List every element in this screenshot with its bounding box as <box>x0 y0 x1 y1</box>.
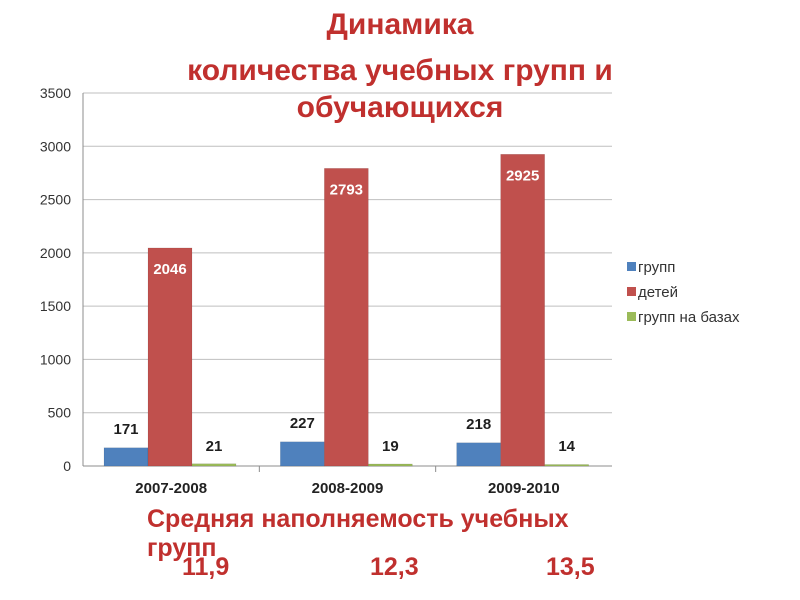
legend-label-1: групп <box>638 259 675 276</box>
bar-1-2009-2010 <box>456 442 501 467</box>
data-label: 21 <box>206 438 223 455</box>
x-category-label: 2008-2009 <box>312 480 384 497</box>
y-tick-label: 500 <box>48 405 72 421</box>
legend-label-3: групп на базах <box>638 309 740 326</box>
summary-value-2008-2009: 12,3 <box>370 553 419 581</box>
bar-1-2007-2008 <box>103 447 149 467</box>
chart-title-line-2: количества учебных групп и <box>187 54 613 87</box>
summary-caption: Средняя наполняемость учебных групп <box>147 505 569 562</box>
data-label: 19 <box>382 438 399 455</box>
summary-value-2009-2010: 13,5 <box>546 553 595 581</box>
y-tick-label: 2000 <box>40 245 71 261</box>
y-tick-label: 1000 <box>40 351 71 367</box>
bar-2-2008-2009 <box>324 168 369 467</box>
summary-value-2007-2008: 11,9 <box>182 553 230 581</box>
y-tick-label: 2500 <box>40 192 71 208</box>
data-label: 2046 <box>153 261 186 278</box>
bars <box>103 154 589 467</box>
data-label: 218 <box>466 416 491 433</box>
data-label: 14 <box>558 438 575 455</box>
legend-swatch-2 <box>627 287 636 296</box>
data-label: 2925 <box>506 167 539 184</box>
y-tick-label: 3500 <box>40 85 71 101</box>
data-labels: 171 2046 21 227 2793 19 218 2925 14 <box>113 167 575 455</box>
legend: групп детей групп на базах <box>627 259 740 326</box>
data-label: 227 <box>290 415 315 432</box>
bar-3-2008-2009 <box>368 463 413 467</box>
legend-label-2: детей <box>638 284 678 301</box>
data-label: 171 <box>113 421 138 438</box>
legend-swatch-1 <box>627 262 636 271</box>
bar-2-2007-2008 <box>147 247 193 467</box>
bar-1-2008-2009 <box>280 441 325 467</box>
y-tick-label: 3000 <box>40 138 71 154</box>
x-category-label: 2009-2010 <box>488 480 560 497</box>
axes: 0 500 1000 1500 2000 2500 3000 3500 2007-2008 200… <box>40 85 612 497</box>
y-tick-label: 1500 <box>40 298 71 314</box>
legend-swatch-3 <box>627 312 636 321</box>
bar-2-2009-2010 <box>500 154 545 467</box>
bar-3-2009-2010 <box>544 464 589 467</box>
bar-3-2007-2008 <box>191 463 237 467</box>
chart-title-line-3: обучающихся <box>296 91 504 124</box>
x-category-label: 2007-2008 <box>135 480 207 497</box>
y-tick-label: 0 <box>63 458 71 474</box>
chart-title-line-1: Динамика <box>326 8 474 41</box>
data-label: 2793 <box>330 181 363 198</box>
